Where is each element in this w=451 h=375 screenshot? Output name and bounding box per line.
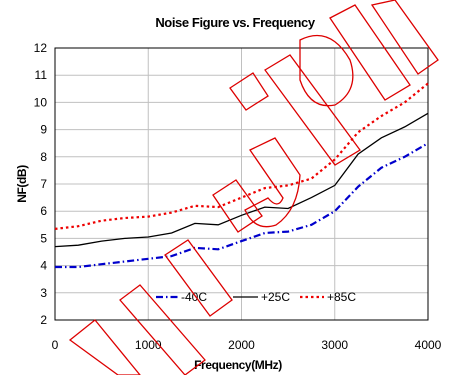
- y-tick-label: 6: [40, 204, 47, 218]
- x-tick-label: 3000: [321, 338, 348, 352]
- series-line-0: [55, 142, 429, 269]
- y-tick-label: 11: [35, 68, 48, 82]
- y-tick-label: 2: [40, 313, 47, 327]
- y-tick-label: 5: [40, 231, 47, 245]
- y-axis-label: NF(dB): [15, 165, 29, 203]
- y-tick-label: 8: [40, 150, 47, 164]
- x-tick-label: 1000: [135, 338, 162, 352]
- watermark: [68, 0, 439, 375]
- x-tick-label: 0: [52, 338, 59, 352]
- x-tick-label: 2000: [228, 338, 255, 352]
- y-tick-label: 10: [34, 95, 48, 109]
- x-axis-label: Frequency(MHz): [194, 358, 282, 372]
- y-tick-label: 9: [40, 123, 47, 137]
- chart-title: Noise Figure vs. Frequency: [155, 15, 316, 30]
- series-line-1: [54, 112, 429, 248]
- legend-label-minus40c: -40C: [181, 290, 207, 304]
- y-tick-labels: 2 3 4 5 6 7 8 9 10 11 12: [34, 41, 48, 327]
- y-tick-label: 12: [34, 41, 48, 55]
- y-tick-label: 7: [40, 177, 47, 191]
- y-tick-label: 3: [40, 286, 47, 300]
- series-lines: [54, 82, 429, 269]
- plot-frame: [54, 47, 429, 321]
- y-tick-label: 4: [40, 259, 47, 273]
- legend-label-plus25c: +25C: [261, 290, 290, 304]
- legend: -40C +25C +85C: [156, 290, 356, 304]
- legend-label-plus85c: +85C: [327, 290, 356, 304]
- x-tick-labels: 0 1000 2000 3000 4000: [52, 338, 442, 352]
- x-tick-label: 4000: [415, 338, 442, 352]
